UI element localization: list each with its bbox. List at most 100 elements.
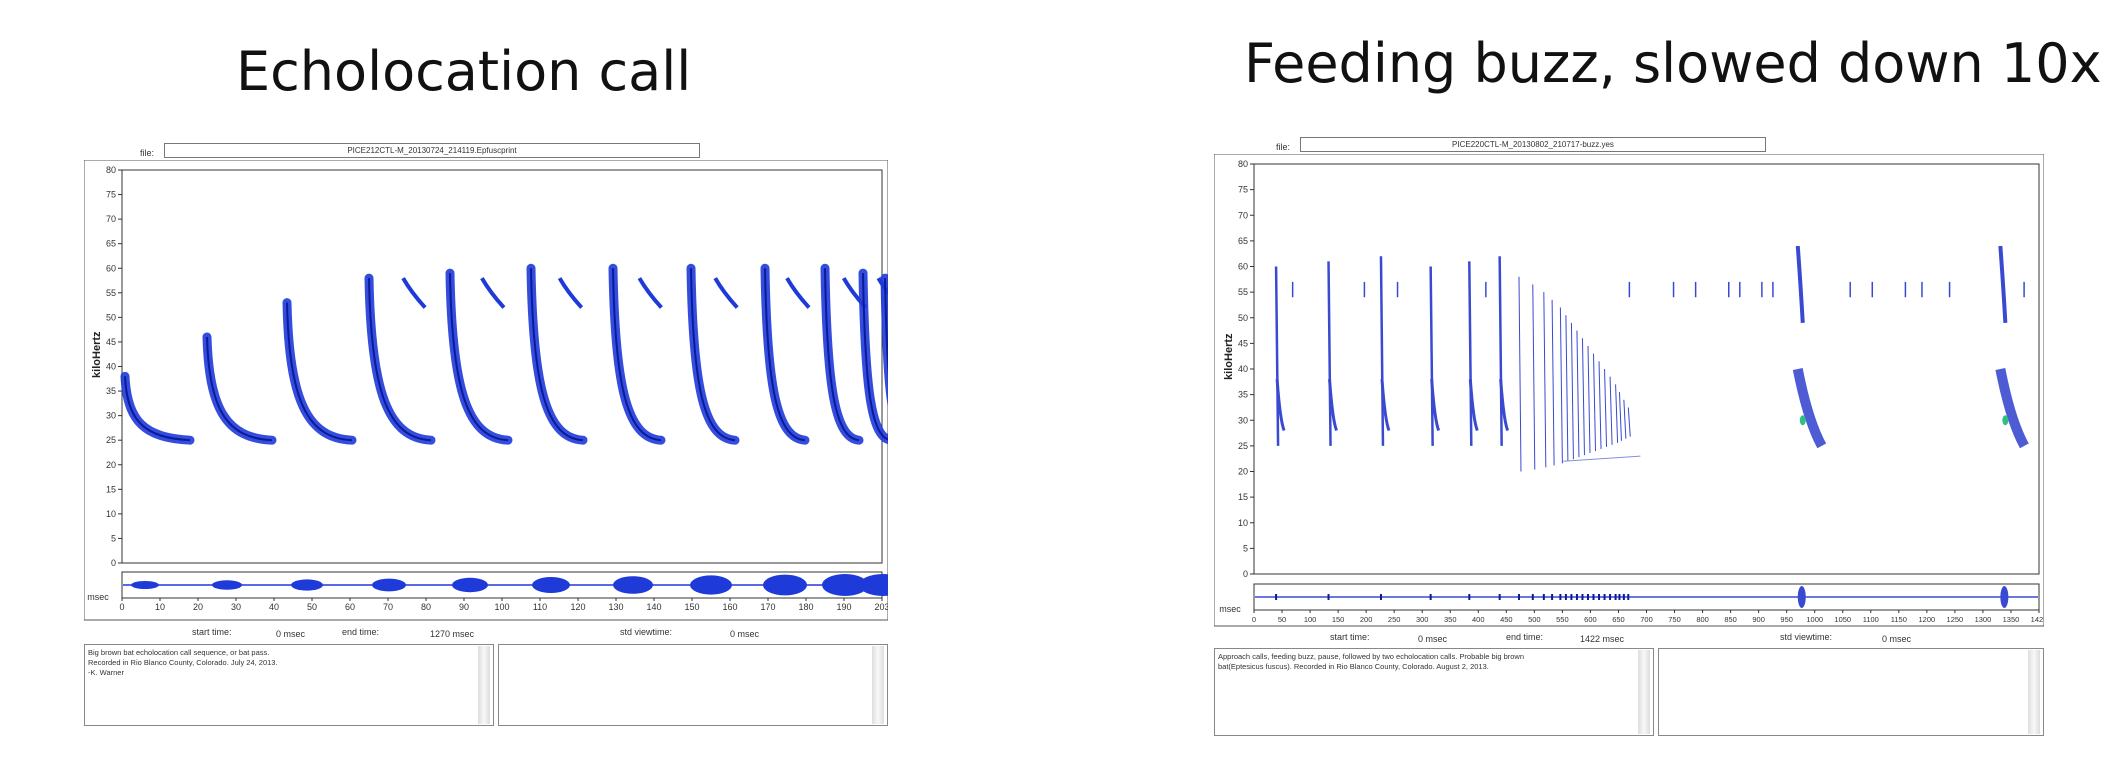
call-harmonic xyxy=(713,277,739,309)
x-tick-label: 30 xyxy=(231,602,241,612)
y-tick-label: 25 xyxy=(1238,441,1248,451)
x-tick-label: 110 xyxy=(533,602,547,612)
start-time-value: 0 msec xyxy=(1418,634,1448,644)
file-label: file: xyxy=(1276,142,1291,152)
y-tick-label: 5 xyxy=(111,533,116,543)
x-tick-label: 500 xyxy=(1528,615,1541,624)
approach-call xyxy=(1274,266,1280,446)
waveform-burst xyxy=(532,577,570,593)
x-tick-label: 180 xyxy=(798,602,813,612)
start-time-label: start time: xyxy=(192,627,232,637)
y-tick-label: 45 xyxy=(106,337,116,347)
y-tick-label: 0 xyxy=(1243,569,1248,579)
y-tick-label: 75 xyxy=(1238,185,1248,195)
y-tick-label: 55 xyxy=(1238,287,1248,297)
secondary-notes-scrollbar[interactable] xyxy=(872,646,884,724)
std-viewtime-value: 0 msec xyxy=(1882,634,1912,644)
x-tick-label: 300 xyxy=(1416,615,1429,624)
y-tick-label: 60 xyxy=(106,263,116,273)
approach-call-body xyxy=(1380,379,1391,432)
x-tick-label: 10 xyxy=(155,602,165,612)
file-name-field[interactable]: PICE220CTL-M_20130802_210717-buzz.yes xyxy=(1300,137,1766,152)
x-tick-label: 200 xyxy=(1360,615,1373,624)
x-tick-label: 140 xyxy=(646,602,661,612)
x-tick-label: 550 xyxy=(1556,615,1569,624)
left-spectrogram-plot[interactable]: 0 5 10 15 20 25 30 35 40 45 50 55 60 65 70 75 80 kiloHert… xyxy=(84,160,888,660)
approach-call xyxy=(1559,307,1563,464)
call-harmonic xyxy=(480,277,506,309)
x-tick-label: 1350 xyxy=(2003,615,2020,624)
x-tick-label: 900 xyxy=(1752,615,1765,624)
x-tick-label: 0 xyxy=(119,602,124,612)
waveform-burst xyxy=(822,574,868,596)
echolocation-call-core xyxy=(690,268,736,442)
x-tick-label: 150 xyxy=(1332,615,1345,624)
x-tick-label: 600 xyxy=(1584,615,1597,624)
end-time-label: end time: xyxy=(342,627,380,637)
call-harmonic xyxy=(401,277,427,309)
right-spectrogram-viewer: file: PICE220CTL-M_20130802_210717-buzz.… xyxy=(1214,134,2044,740)
waveform-burst xyxy=(2000,586,2009,608)
x-tick-label: 1300 xyxy=(1975,615,1992,624)
x-tick-label: 750 xyxy=(1668,615,1681,624)
approach-call xyxy=(1429,266,1434,446)
y-tick-label: 30 xyxy=(1238,415,1248,425)
y-tick-label: 80 xyxy=(106,165,116,175)
y-tick-label: 10 xyxy=(106,509,116,519)
x-tick-label: 800 xyxy=(1696,615,1709,624)
approach-call xyxy=(1587,345,1591,454)
approach-call xyxy=(1581,338,1585,456)
y-tick-label: 35 xyxy=(106,386,116,396)
notes-panel[interactable]: Big brown bat echolocation call sequence… xyxy=(84,644,494,726)
start-time-value: 0 msec xyxy=(276,629,306,639)
x-unit-label: msec xyxy=(87,592,109,602)
y-tick-label: 10 xyxy=(1238,518,1248,528)
notes-panel[interactable]: Approach calls, feeding buzz, pause, fol… xyxy=(1214,648,1654,736)
x-tick-label: 1100 xyxy=(1863,615,1879,624)
y-tick-label: 25 xyxy=(106,435,116,445)
echolocation-call-core xyxy=(824,268,860,442)
file-name-field[interactable]: PICE212CTL-M_20130724_214119.Epfuscprint xyxy=(164,143,700,158)
waveform-burst xyxy=(372,578,406,592)
notes-scrollbar[interactable] xyxy=(478,646,490,724)
x-tick-label: 120 xyxy=(570,602,585,612)
y-axis-label: kiloHertz xyxy=(1223,333,1235,380)
right-spectrogram-plot[interactable]: 0 5 10 15 20 25 30 35 40 45 50 55 60 65 70 75 80 kiloHert… xyxy=(1214,154,2044,654)
secondary-notes-panel[interactable] xyxy=(1658,648,2044,736)
x-tick-label: 20 xyxy=(193,602,203,612)
x-unit-label: msec xyxy=(1219,604,1241,614)
y-axis-label: kiloHertz xyxy=(91,331,103,378)
y-tick-label: 65 xyxy=(1238,236,1248,246)
call-marks xyxy=(1274,245,2029,608)
x-tick-label: 150 xyxy=(684,602,699,612)
echolocation-call-core xyxy=(530,268,584,442)
call-energy-peak xyxy=(1799,415,1806,426)
secondary-notes-scrollbar[interactable] xyxy=(2028,650,2040,734)
approach-call xyxy=(1551,299,1555,466)
x-tick-label: 1422 xyxy=(2031,615,2044,624)
approach-call xyxy=(1618,392,1622,441)
y-tick-label: 65 xyxy=(106,239,116,249)
x-tick-label: 1250 xyxy=(1947,615,1964,624)
x-tick-label: 100 xyxy=(494,602,509,612)
y-tick-label: 60 xyxy=(1238,262,1248,272)
approach-call xyxy=(1543,292,1547,468)
call-marks xyxy=(120,263,888,596)
right-panel-title: Feeding buzz, slowed down 10x xyxy=(1244,32,2102,95)
y-tick-label: 40 xyxy=(1238,364,1248,374)
echolocation-call-core xyxy=(368,278,432,442)
waveform-burst xyxy=(291,579,323,591)
y-tick-label: 40 xyxy=(106,362,116,372)
waveform-burst xyxy=(212,580,242,590)
std-viewtime-label: std viewtime: xyxy=(620,627,673,637)
x-tick-label: 1000 xyxy=(1806,615,1823,624)
secondary-notes-panel[interactable] xyxy=(498,644,888,726)
approach-call xyxy=(1609,376,1613,445)
waveform-burst xyxy=(880,576,888,594)
notes-scrollbar[interactable] xyxy=(1638,650,1650,734)
y-tick-label: 0 xyxy=(111,558,116,568)
left-panel-title: Echolocation call xyxy=(236,40,692,103)
end-time-value: 1422 msec xyxy=(1580,634,1625,644)
y-tick-label: 75 xyxy=(106,190,116,200)
echolocation-call-core xyxy=(449,273,509,442)
